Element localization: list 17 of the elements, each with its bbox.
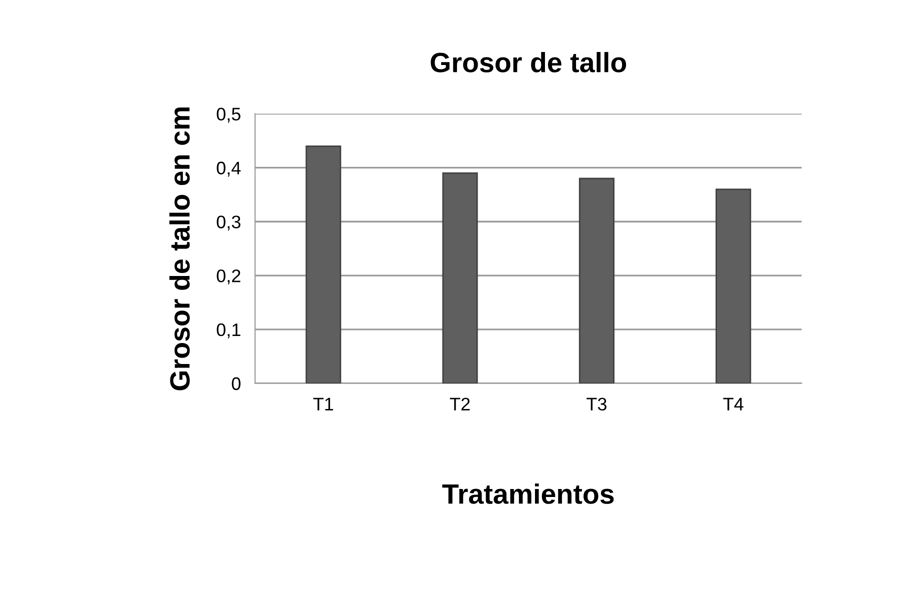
y-tick-label: 0,5 xyxy=(216,108,240,123)
y-tick-label: 0,1 xyxy=(216,323,240,338)
x-tick-label: T4 xyxy=(723,398,744,410)
y-tick-label: 0,2 xyxy=(216,269,240,284)
chart-title: Grosor de tallo xyxy=(430,52,626,72)
bar xyxy=(578,178,614,384)
x-axis-title: Tratamientos xyxy=(442,484,614,504)
y-tick-label: 0 xyxy=(232,377,240,390)
x-tick-label: T2 xyxy=(450,398,470,410)
bar xyxy=(306,145,342,384)
bar xyxy=(716,188,752,384)
y-axis-title: Grosor de tallo en cm xyxy=(169,108,190,390)
y-tick-label: 0,4 xyxy=(216,162,241,177)
x-tick-label: T1 xyxy=(313,398,334,410)
x-tick-label: T3 xyxy=(586,398,606,411)
y-tick-label: 0,3 xyxy=(216,216,240,230)
bar xyxy=(442,172,478,384)
